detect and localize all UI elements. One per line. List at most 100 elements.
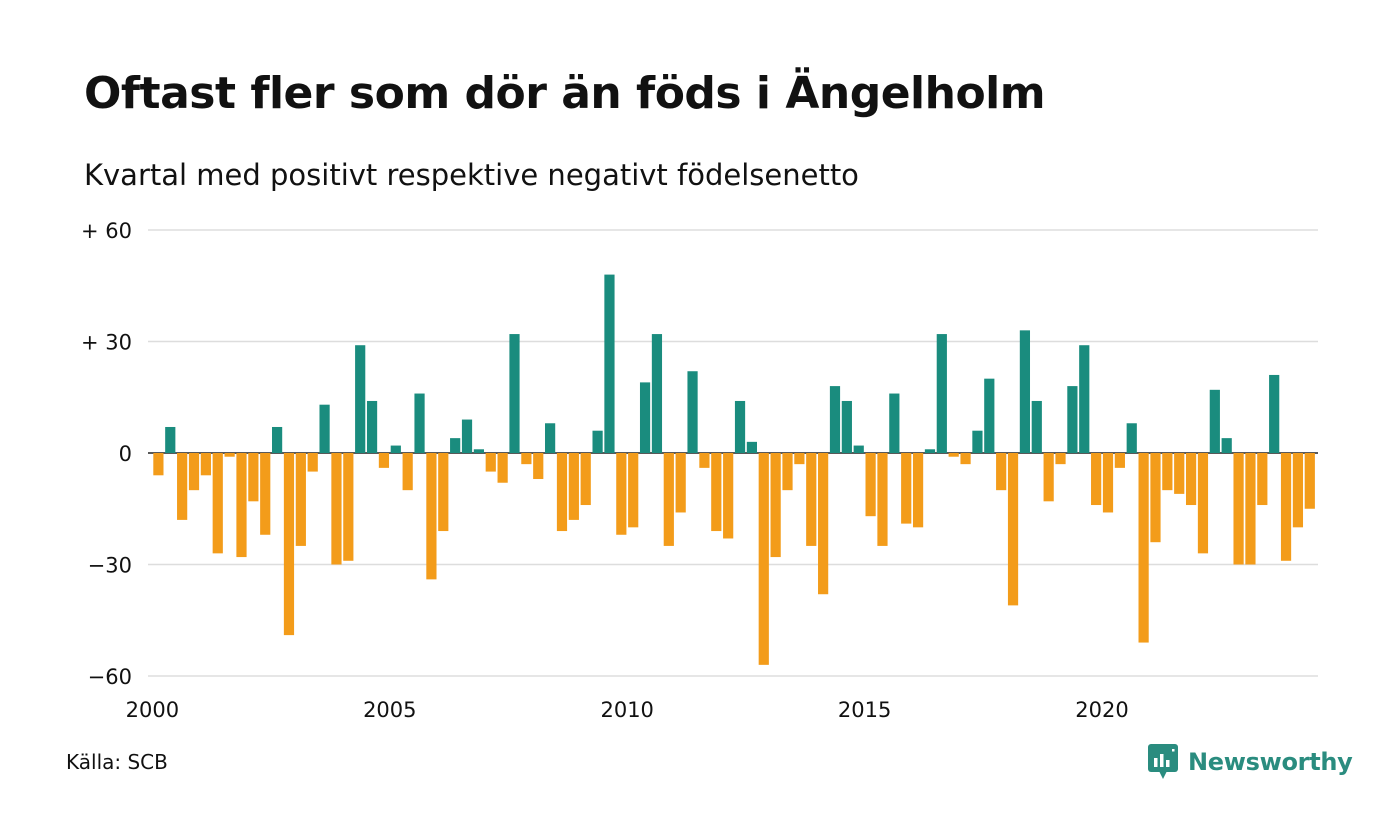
chart-title: Oftast fler som dör än föds i Ängelholm (84, 68, 1046, 119)
bar-negative (628, 453, 639, 528)
bar-negative (556, 453, 568, 532)
y-tick-label: 0 (119, 442, 132, 466)
bar-positive (889, 393, 900, 453)
brand-name: Newsworthy (1188, 748, 1353, 776)
bar-negative (1197, 453, 1209, 554)
bar-negative (200, 453, 211, 476)
bar-positive (639, 382, 651, 453)
bar-negative (758, 453, 769, 665)
bar-negative (818, 453, 829, 595)
bar-negative (865, 453, 876, 517)
bar-negative (438, 453, 449, 532)
y-tick-label: + 30 (81, 331, 132, 355)
bar-positive (984, 378, 995, 453)
bar-negative (260, 453, 271, 535)
bar-positive (165, 426, 176, 453)
bar-negative (177, 453, 188, 520)
bar-negative (580, 453, 591, 506)
bar-positive (473, 449, 484, 453)
bar-negative (378, 453, 390, 468)
bar-positive (746, 441, 757, 453)
bar-positive (829, 386, 841, 453)
bar-positive (450, 438, 461, 453)
bar-negative (248, 453, 259, 502)
bar-negative (1280, 453, 1292, 561)
bar-positive (853, 445, 864, 453)
bar-negative (485, 453, 496, 472)
chart-subtitle: Kvartal med positivt respektive negativt… (84, 158, 859, 192)
x-tick-label: 2010 (600, 698, 653, 722)
bar-negative (153, 453, 164, 476)
bar-negative (960, 453, 971, 465)
bar-negative (1114, 453, 1125, 468)
bar-negative (616, 453, 627, 535)
x-tick-label: 2015 (838, 698, 891, 722)
bar-positive (734, 400, 746, 453)
bar-negative (212, 453, 223, 554)
bar-negative (521, 453, 532, 465)
bar-negative (723, 453, 734, 539)
bar-negative (912, 453, 924, 528)
x-tick-label: 2020 (1075, 698, 1128, 722)
bar-negative (1185, 453, 1197, 506)
bar-positive (651, 334, 663, 453)
bar-negative (1055, 453, 1066, 465)
bar-positive (366, 400, 378, 453)
bar-positive (390, 445, 401, 453)
bar-positive (355, 345, 366, 453)
bar-positive (272, 426, 283, 453)
bar-negative (770, 453, 781, 558)
bar-positive (592, 430, 603, 453)
newsworthy-logo: Newsworthy (1148, 742, 1353, 782)
bar-negative (568, 453, 579, 520)
bar-negative (295, 453, 306, 546)
bar-positive (604, 274, 615, 453)
bar-negative (675, 453, 686, 513)
bar-positive (1067, 386, 1078, 453)
bar-negative (188, 453, 200, 491)
bar-positive (1209, 389, 1220, 453)
bar-positive (509, 334, 520, 453)
bar-positive (461, 419, 473, 453)
bar-negative (794, 453, 805, 465)
bar-negative (782, 453, 793, 491)
bar-positive (841, 400, 852, 453)
bar-negative (1292, 453, 1304, 528)
bar-negative (1102, 453, 1114, 513)
bar-positive (1126, 423, 1137, 453)
bar-negative (948, 453, 959, 457)
bar-negative (901, 453, 912, 524)
bar-positive (414, 393, 425, 453)
bar-positive (936, 334, 947, 453)
bar-negative (1233, 453, 1244, 565)
bar-chart-speech-bubble-icon (1148, 744, 1178, 779)
bar-positive (1079, 345, 1090, 453)
bar-negative (1150, 453, 1161, 543)
source-note: Källa: SCB (66, 750, 168, 774)
bar-negative (1304, 453, 1315, 509)
bar-positive (1221, 438, 1232, 453)
bar-negative (1043, 453, 1054, 502)
bar-positive (1031, 400, 1042, 453)
bar-negative (331, 453, 342, 565)
bar-negative (426, 453, 437, 580)
bar-negative (224, 453, 235, 457)
bar-negative (1091, 453, 1102, 506)
bar-negative (663, 453, 674, 546)
bar-negative (1257, 453, 1268, 506)
bar-negative (236, 453, 247, 558)
bar-negative (711, 453, 722, 532)
bar-positive (1019, 330, 1031, 453)
bar-negative (699, 453, 710, 468)
bar-negative (283, 453, 295, 636)
bar-negative (402, 453, 413, 491)
bar-positive (545, 423, 556, 453)
bar-negative (996, 453, 1007, 491)
bar-negative (1162, 453, 1173, 491)
bar-positive (1269, 374, 1280, 453)
x-tick-label: 2005 (363, 698, 416, 722)
bar-negative (343, 453, 354, 561)
bar-negative (806, 453, 817, 546)
bar-negative (307, 453, 318, 472)
y-tick-label: −60 (88, 665, 132, 689)
